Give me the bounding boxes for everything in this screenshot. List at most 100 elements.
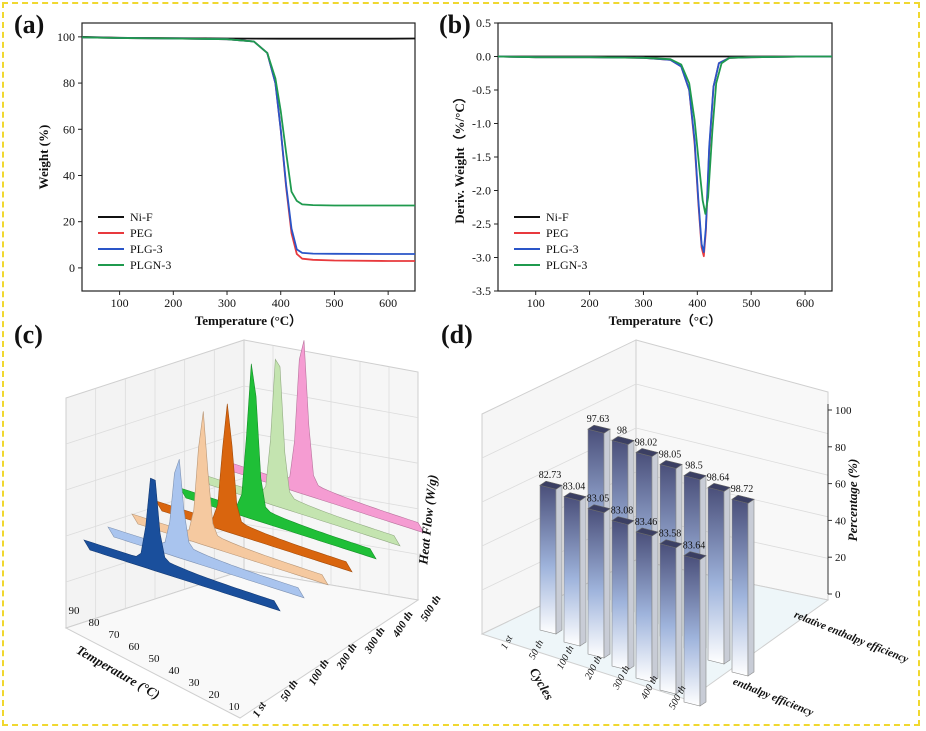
bar-relative-enthalpy-efficiency-400-th: [707, 486, 725, 665]
legend-label: PLG-3: [546, 242, 579, 256]
temperature-tick-label: 40: [169, 665, 181, 677]
legend-label: PLGN-3: [546, 258, 587, 272]
grid-line: [65, 431, 245, 491]
bar-top: [659, 460, 683, 469]
bar-top: [635, 527, 659, 537]
panel-d-label: (d): [441, 320, 473, 349]
bar-side: [723, 486, 731, 665]
series-line-plgn-3: [497, 55, 832, 215]
bar-side: [651, 531, 659, 683]
x-tick-label: 200: [164, 296, 182, 310]
data-label: 83.58: [659, 529, 682, 540]
temperature-tick-label: 20: [209, 689, 221, 701]
legend-label: PLG-3: [130, 242, 163, 256]
z-tick-label: 20: [835, 552, 847, 564]
temperature-tick-label: 10: [229, 701, 241, 713]
z-tick-label: 0: [835, 589, 841, 601]
z-tick-label: 40: [835, 515, 847, 527]
data-label: 83.64: [683, 541, 706, 552]
data-label: 98.05: [659, 449, 682, 460]
bar-side: [627, 520, 635, 671]
bar-top: [587, 424, 611, 434]
bar-top: [539, 480, 563, 490]
bar-enthalpy-efficiency-500-th: [683, 555, 701, 707]
data-label: 98.64: [707, 472, 730, 483]
y-tick-label: -1.5: [472, 150, 491, 164]
z-tick-label: 100: [835, 405, 852, 417]
y-tick-label: -3.5: [472, 284, 491, 298]
y-axis-label: Weight (%): [36, 125, 51, 190]
chart-c: Heat Flow (W/g)Temperature (°C)908070605…: [64, 339, 444, 720]
bar-enthalpy-efficiency-200-th: [611, 520, 629, 671]
dsc-ribbon-400-th: [203, 358, 401, 547]
x-tick-label: 400: [688, 296, 706, 310]
temperature-tick-label: 30: [189, 677, 201, 689]
data-label: 83.05: [587, 494, 610, 505]
x-tick-label: 600: [796, 296, 814, 310]
temperature-tick-label: 80: [89, 617, 101, 629]
series-axis-label: enthalpy efficiency: [731, 676, 815, 719]
bar-side: [675, 543, 683, 695]
x-tick-label: 100: [111, 296, 129, 310]
x-tick-label: 300: [634, 296, 652, 310]
panel-b-label: (b): [439, 10, 471, 39]
legend-label: Ni-F: [130, 210, 153, 224]
x-axis-label: Temperature（°C）: [609, 313, 722, 328]
x-tick-label: 600: [379, 296, 397, 310]
series-line-plgn-3: [81, 36, 415, 207]
bar-side: [603, 508, 611, 659]
bar-enthalpy-efficiency-300-th: [635, 531, 653, 683]
temperature-tick-label: 60: [129, 641, 141, 653]
panel-a-label: (a): [14, 10, 45, 39]
bar-top: [587, 504, 611, 513]
bar-top: [683, 551, 707, 560]
x-tick-label: 500: [325, 296, 343, 310]
grid-line: [635, 383, 829, 434]
bar-top: [563, 492, 587, 502]
y-tick-label: 0: [69, 261, 75, 275]
temperature-tick-label: 70: [109, 629, 121, 641]
dsc-ribbon-50-th: [107, 459, 305, 599]
series-axis-label: relative enthalpy efficiency: [792, 609, 910, 666]
y-tick-label: -1.0: [472, 117, 491, 131]
y-tick-label: -3.0: [472, 251, 491, 265]
bar-enthalpy-efficiency-1-st: [539, 484, 557, 635]
y-tick-label: 0.5: [476, 16, 491, 30]
bar-top: [683, 471, 707, 480]
y-tick-label: -2.5: [472, 217, 491, 231]
x-axis-label: Temperature (°C）: [195, 313, 302, 328]
y-tick-label: -2.0: [472, 184, 491, 198]
data-label: 98: [617, 426, 627, 437]
bar-top: [659, 539, 683, 549]
temperature-tick-label: 50: [149, 653, 161, 665]
data-label: 83.08: [611, 506, 634, 517]
bar-enthalpy-efficiency-400-th: [659, 543, 677, 695]
z-tick-label: 80: [835, 442, 847, 454]
data-label: 98.5: [685, 461, 703, 472]
panel-c-label: (c): [14, 320, 43, 349]
grid-line: [635, 427, 829, 476]
bar-top: [731, 494, 755, 504]
y-tick-label: -0.5: [472, 83, 491, 97]
data-label: 98.72: [731, 484, 754, 495]
z-axis-label: Percentage (%): [845, 459, 860, 542]
cycle-tick-label: 500 th: [418, 593, 443, 623]
grid-line: [243, 385, 419, 418]
y-tick-label: 100: [57, 30, 75, 44]
chart-b: 100 200 300 400 500 600 0.5 0.0 -0.5 -1.0 -1.5 -2.0…: [452, 16, 833, 328]
x-tick-label: 100: [527, 296, 545, 310]
x-tick-label: 400: [272, 296, 290, 310]
bar-top: [611, 436, 635, 445]
legend-label: PEG: [546, 226, 569, 240]
data-label: 98.02: [635, 437, 658, 448]
bar-relative-enthalpy-efficiency-500-th: [731, 498, 749, 677]
x-axis-label: Cycles: [527, 665, 557, 703]
y-tick-label: 40: [63, 168, 75, 182]
z-tick-label: 60: [835, 479, 847, 491]
legend-label: PLGN-3: [130, 258, 171, 272]
dsc-ribbon-1-st: [83, 477, 281, 612]
x-tick-label: 200: [581, 296, 599, 310]
bar-enthalpy-efficiency-50-th: [563, 496, 581, 647]
